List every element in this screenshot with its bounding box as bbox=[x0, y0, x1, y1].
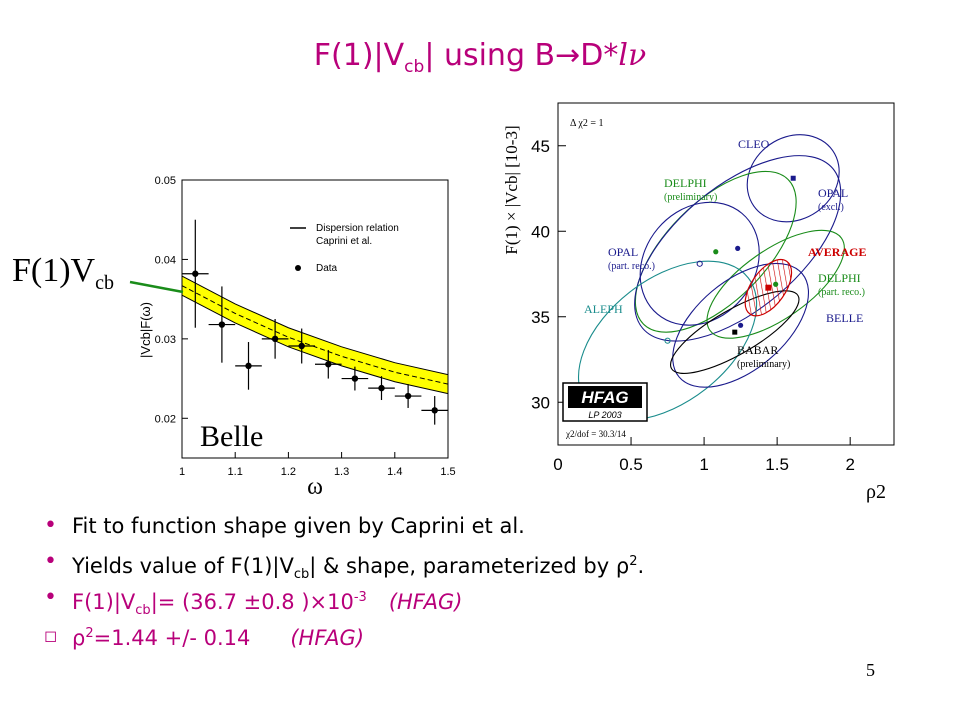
x-tick-label: 1.3 bbox=[334, 466, 349, 478]
bullet-2-text: Yields value of F(1)|Vcb| & shape, param… bbox=[72, 554, 645, 583]
label-delphi-part: DELPHI bbox=[818, 271, 861, 285]
hfag-logo-text: HFAG bbox=[581, 388, 628, 407]
label-opal-excl-note: (excl.) bbox=[818, 202, 844, 213]
x-tick-label: 2 bbox=[845, 455, 854, 474]
data-point bbox=[298, 342, 305, 350]
bullet-3-text: F(1)|Vcb|= (36.7 ±0.8 )×10-3 (HFAG) bbox=[72, 590, 463, 619]
x-tick-label: 1.5 bbox=[765, 455, 789, 474]
contour-opal bbox=[639, 201, 760, 326]
y-tick-label: 30 bbox=[531, 393, 550, 412]
label-opal-excl: OPAL bbox=[818, 186, 848, 200]
bullet-1: • Fit to function shape given by Caprini… bbox=[40, 512, 940, 540]
x-tick-label: 0.5 bbox=[619, 455, 643, 474]
data-point bbox=[351, 375, 359, 382]
chi2-dof-text: χ2/dof = 30.3/14 bbox=[565, 429, 626, 439]
point-average bbox=[765, 284, 772, 291]
belle-x-label: ω bbox=[307, 474, 323, 500]
point-opal bbox=[696, 260, 703, 267]
label-babar: BABAR bbox=[737, 343, 778, 357]
point-babar bbox=[732, 329, 738, 335]
data-point bbox=[218, 321, 226, 328]
legend-data: Data bbox=[316, 263, 338, 274]
label-opal-part: OPAL bbox=[608, 245, 638, 259]
y-tick-label: 0.02 bbox=[155, 413, 176, 425]
y-tick-label: 45 bbox=[531, 137, 550, 156]
slide-title: F(1)|Vcb| using B→D*lν bbox=[313, 38, 647, 77]
label-cleo: CLEO bbox=[738, 137, 770, 151]
f1vcb-pointer bbox=[129, 280, 184, 294]
data-point bbox=[378, 384, 385, 392]
x-tick-label: 0 bbox=[553, 455, 562, 474]
legend-dispersion: Dispersion relation bbox=[316, 223, 399, 234]
contour-belle bbox=[672, 262, 810, 388]
y-tick-label: 35 bbox=[531, 308, 550, 327]
belle-label: Belle bbox=[200, 420, 264, 453]
data-point bbox=[192, 270, 199, 277]
legend-dot-swatch bbox=[295, 265, 301, 271]
contour-cleo bbox=[746, 134, 840, 223]
bullet-list: • Fit to function shape given by Caprini… bbox=[40, 512, 940, 656]
bullet-2: • Yields value of F(1)|Vcb| & shape, par… bbox=[40, 548, 940, 583]
point-belle bbox=[738, 322, 744, 328]
belle-y-label: |Vcb|F(ω) bbox=[138, 302, 153, 358]
data-point bbox=[245, 362, 252, 370]
point-delphi bbox=[713, 249, 719, 255]
label-belle: BELLE bbox=[826, 311, 863, 325]
bullet-dot-icon: • bbox=[44, 549, 57, 574]
fit-band bbox=[181, 275, 449, 395]
hfag-x-label: ρ2 bbox=[866, 481, 886, 503]
bullet-4-text: ρ2=1.44 +/- 0.14 (HFAG) bbox=[72, 626, 365, 650]
bullet-4: ◻ ρ2=1.44 +/- 0.14 (HFAG) bbox=[40, 620, 940, 650]
x-tick-label: 1.5 bbox=[440, 466, 455, 478]
y-tick-label: 0.05 bbox=[155, 175, 176, 187]
data-point bbox=[404, 392, 412, 400]
page-number: 5 bbox=[866, 660, 875, 680]
y-tick-label: 0.03 bbox=[155, 334, 176, 346]
fit-curve bbox=[181, 285, 449, 385]
data-point bbox=[271, 335, 279, 343]
label-delphi-prelim-note: (preliminary) bbox=[664, 192, 717, 203]
bullet-1-text: Fit to function shape given by Caprini e… bbox=[72, 514, 525, 538]
x-tick-label: 1.2 bbox=[281, 466, 296, 478]
hfag-y-label: F(1) × |Vcb| [10-3] bbox=[502, 125, 521, 254]
contour-babar bbox=[669, 290, 800, 374]
belle-chart: 1 1.1 1.2 1.3 1.4 1.5 0.02 0.03 0.04 0.05 Dispers… bbox=[129, 175, 456, 500]
label-opal-part-note: (part. reco.) bbox=[608, 261, 655, 272]
x-tick-label: 1 bbox=[179, 466, 185, 478]
label-aleph: ALEPH bbox=[584, 302, 623, 316]
hfag-logo-sub: LP 2003 bbox=[588, 410, 621, 420]
data-point bbox=[431, 407, 438, 414]
bullet-dot-icon: • bbox=[44, 585, 57, 610]
data-point bbox=[325, 361, 332, 368]
bullet-3: • F(1)|Vcb|= (36.7 ±0.8 )×10-3 (HFAG) bbox=[40, 584, 940, 619]
x-tick-label: 1 bbox=[699, 455, 708, 474]
bullet-box-icon: ◻ bbox=[44, 626, 58, 645]
legend-caprini: Caprini et al. bbox=[316, 236, 372, 247]
point-cleo bbox=[790, 175, 796, 181]
hfag-logo-bg bbox=[568, 386, 642, 408]
label-babar-note: (preliminary) bbox=[737, 359, 790, 370]
label-delphi-part-note: (part. reco.) bbox=[818, 287, 865, 298]
delta-chi2-annotation: Δ χ2 = 1 bbox=[570, 118, 603, 129]
y-tick-label: 40 bbox=[531, 222, 550, 241]
f1vcb-side-label: F(1)Vcb bbox=[12, 252, 114, 294]
label-average: AVERAGE bbox=[808, 245, 866, 259]
point-opal bbox=[735, 245, 741, 251]
point-aleph bbox=[664, 337, 671, 344]
y-tick-label: 0.04 bbox=[155, 254, 176, 266]
point-delphi bbox=[773, 281, 779, 287]
x-tick-label: 1.1 bbox=[228, 466, 243, 478]
label-delphi-prelim: DELPHI bbox=[664, 176, 707, 190]
x-tick-label: 1.4 bbox=[387, 466, 402, 478]
bullet-dot-icon: • bbox=[44, 513, 57, 538]
contour-delphi bbox=[706, 229, 845, 339]
belle-plot-frame bbox=[181, 179, 449, 459]
